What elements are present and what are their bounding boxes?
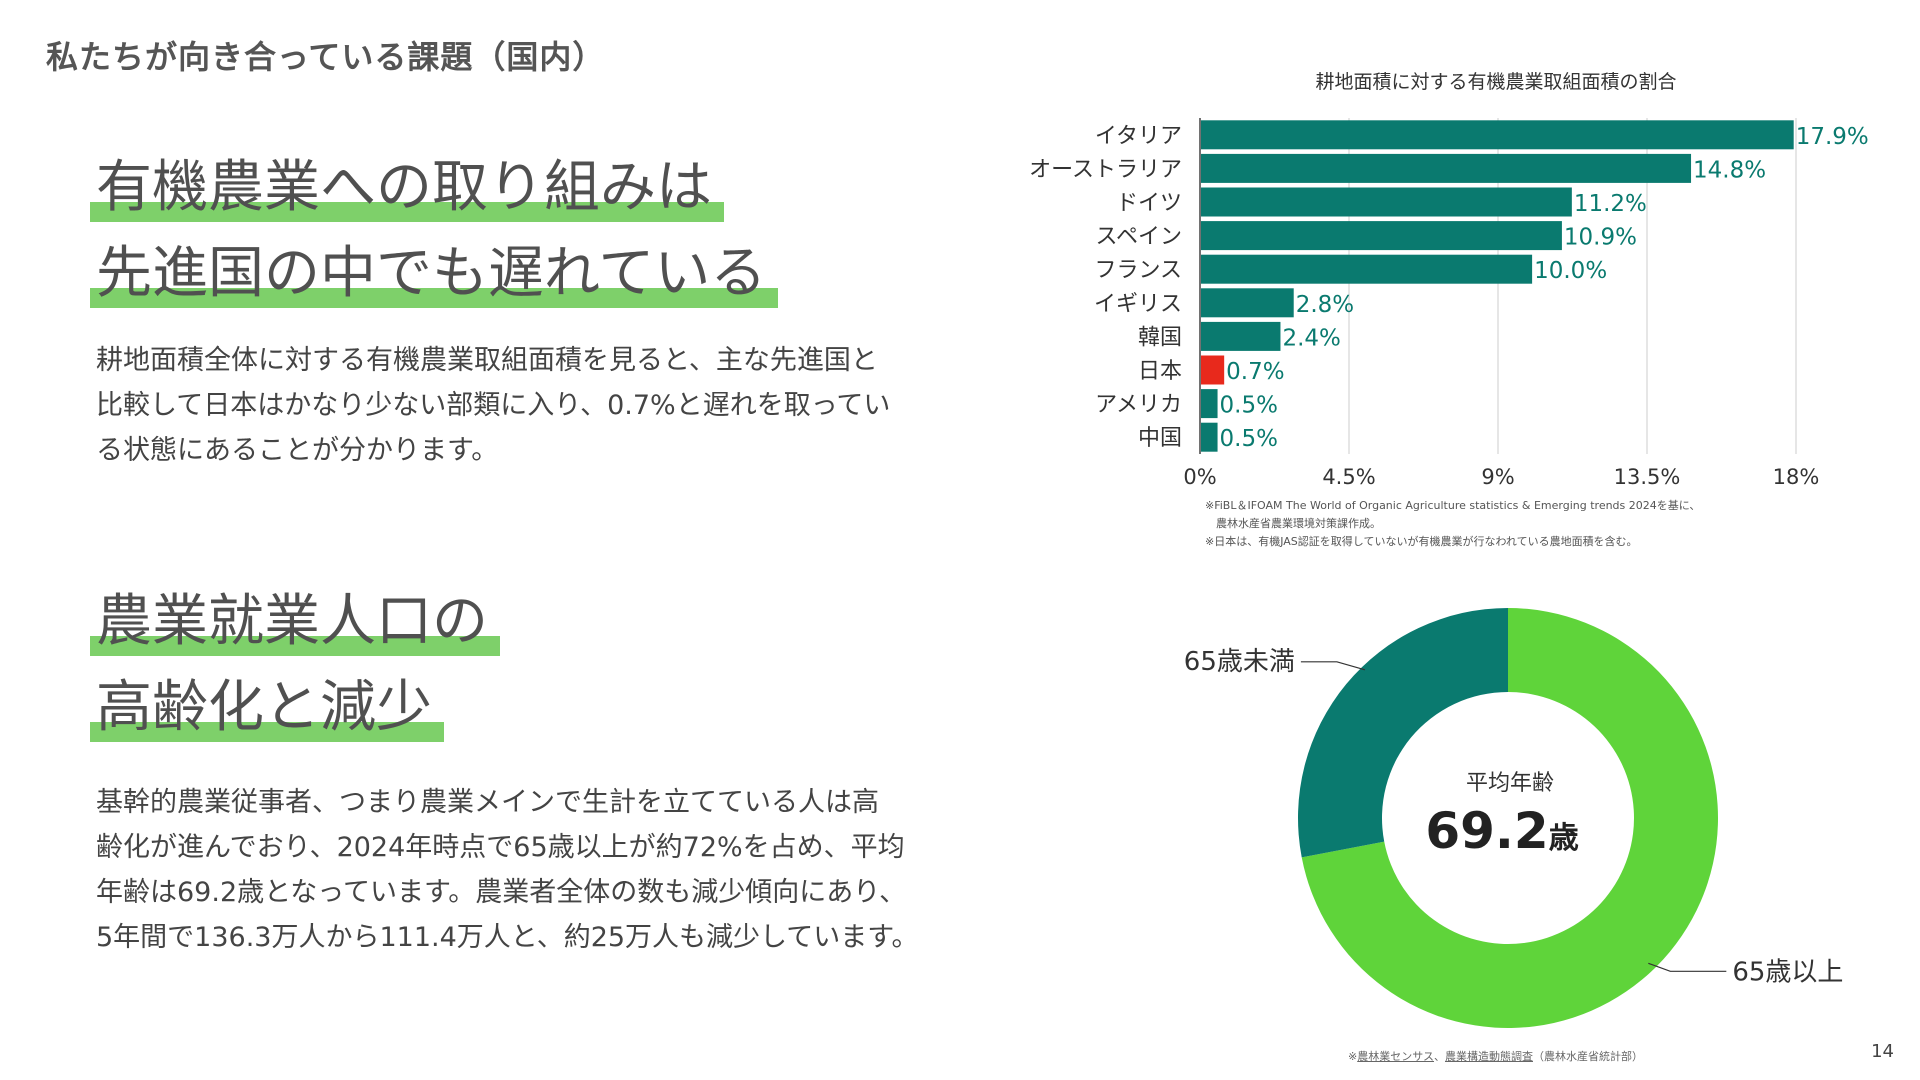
x-tick-label: 18%	[1773, 465, 1820, 489]
source-link-survey[interactable]: 農業構造動態調査	[1445, 1050, 1533, 1063]
bar	[1201, 221, 1562, 251]
value-label: 14.8%	[1693, 157, 1766, 183]
category-label: 中国	[1138, 426, 1182, 451]
page-title: 私たちが向き合っている課題（国内）	[46, 38, 606, 76]
donut-center-value: 69.2歳	[1425, 802, 1578, 860]
section1-heading-line-2: 先進国の中でも遅れている	[90, 246, 779, 308]
chart-title: 耕地面積に対する有機農業取組面積の割合	[1315, 71, 1676, 93]
donut-slice	[1301, 608, 1718, 1028]
source-link-census[interactable]: 農林業センサス	[1357, 1050, 1434, 1063]
value-label: 10.0%	[1534, 258, 1607, 284]
slice-label: 65歳未満	[1184, 647, 1295, 677]
category-label: イギリス	[1094, 292, 1182, 317]
category-label: イタリア	[1095, 124, 1182, 149]
bar	[1201, 120, 1794, 150]
donut-center-label: 平均年齢	[1466, 771, 1554, 796]
section1-heading-line-1: 有機農業への取り組みは	[90, 160, 724, 222]
bar	[1201, 389, 1218, 419]
heading-highlight	[90, 288, 779, 308]
bar	[1201, 422, 1218, 452]
body-line: 5年間で136.3万人から111.4万人と、約25万人も減少しています。	[96, 922, 919, 953]
category-label: アメリカ	[1095, 393, 1182, 418]
chart-note-1: ※FiBL＆IFOAM The World of Organic Agricul…	[1205, 499, 1701, 512]
chart-note-3: ※日本は、有機JAS認証を取得していないが有機農業が行なわれている農地面積を含む…	[1205, 535, 1638, 548]
body-line: 年齢は69.2歳となっています。農業者全体の数も減少傾向にあり、	[96, 877, 907, 908]
organic-farming-bar-chart: 耕地面積に対する有機農業取組面積の割合 0% 4.5% 9% 13.5% 18% イタリア 1…	[1029, 71, 1869, 489]
body-line: 齢化が進んでおり、2024年時点で65歳以上が約72%を占め、平均	[96, 832, 905, 863]
section1-body: 耕地面積全体に対する有機農業取組面積を見ると、主な先進国と 比較して日本はかなり…	[96, 338, 996, 473]
bar	[1201, 187, 1572, 217]
category-label: スペイン	[1096, 225, 1182, 250]
body-line: る状態にあることが分かります。	[96, 435, 499, 466]
section2-heading-line-1: 農業就業人口の	[90, 594, 500, 656]
value-label: 2.8%	[1296, 292, 1354, 318]
category-label: 日本	[1138, 359, 1182, 384]
value-label: 0.5%	[1220, 393, 1278, 419]
value-label: 0.5%	[1220, 426, 1278, 452]
heading-highlight	[90, 636, 500, 656]
category-label: オーストラリア	[1029, 157, 1182, 182]
body-line: 耕地面積全体に対する有機農業取組面積を見ると、主な先進国と	[96, 345, 878, 376]
heading-highlight	[90, 202, 724, 222]
bar	[1201, 355, 1225, 385]
leader-line	[1648, 962, 1727, 972]
page-number: 14	[1871, 1041, 1894, 1062]
donut-slice	[1298, 608, 1508, 858]
value-label: 2.4%	[1282, 325, 1340, 351]
bar	[1201, 288, 1294, 318]
bar	[1201, 321, 1281, 351]
bar	[1201, 254, 1533, 284]
leader-line	[1300, 661, 1366, 671]
body-line: 比較して日本はかなり少ない部類に入り、0.7%と遅れを取ってい	[96, 390, 891, 421]
category-label: 韓国	[1138, 325, 1182, 350]
slice-label: 65歳以上	[1732, 957, 1843, 987]
body-line: 基幹的農業従事者、つまり農業メインで生計を立てている人は高	[96, 787, 879, 818]
chart-note-2: 農林水産省農業環境対策課作成。	[1205, 517, 1381, 530]
value-label: 11.2%	[1574, 191, 1647, 217]
value-label: 0.7%	[1226, 359, 1284, 385]
x-tick-label: 13.5%	[1614, 465, 1681, 489]
category-label: フランス	[1094, 258, 1182, 283]
category-label: ドイツ	[1116, 191, 1182, 216]
value-label: 17.9%	[1796, 124, 1869, 150]
section2-heading-line-2: 高齢化と減少	[90, 680, 444, 742]
x-tick-label: 4.5%	[1322, 465, 1375, 489]
x-tick-label: 0%	[1183, 465, 1216, 489]
heading-highlight	[90, 722, 444, 742]
value-label: 10.9%	[1564, 225, 1637, 251]
source-citation: ※農林業センサス、農業構造動態調査（農林水産省統計部）	[1348, 1050, 1643, 1063]
bar	[1201, 153, 1692, 183]
x-tick-label: 9%	[1481, 465, 1514, 489]
section2-body: 基幹的農業従事者、つまり農業メインで生計を立てている人は高 齢化が進んでおり、2…	[96, 780, 996, 960]
